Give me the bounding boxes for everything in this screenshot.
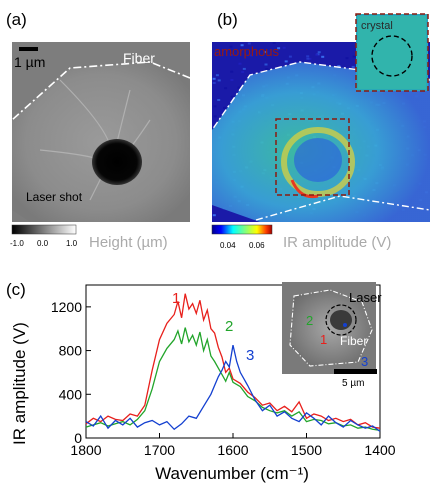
scalebar-a — [19, 47, 38, 51]
inset-laser-circle — [325, 304, 357, 336]
inset-scalebar-label: 5 µm — [342, 378, 364, 389]
inset-fiber-label: Fiber — [340, 334, 367, 348]
inset-point-1: 1 — [320, 332, 327, 347]
height-tick-2: 1.0 — [66, 239, 78, 248]
ir-tick-1: 0.06 — [249, 241, 265, 250]
height-tick-0: -1.0 — [10, 239, 24, 248]
y-axis: 0 400 800 1200 — [51, 299, 91, 446]
series-3-label: 3 — [246, 347, 254, 364]
inset-point-3 — [343, 323, 347, 327]
panel-c: (c) 0 400 800 1200 1800 1700 1600 1500 1400 IR … — [6, 280, 396, 483]
series-2-line — [85, 327, 381, 432]
y-tick-label: 400 — [59, 386, 83, 402]
x-tick-label: 1400 — [364, 442, 395, 458]
fiber-outline — [11, 61, 191, 121]
y-tick-label: 800 — [59, 343, 83, 359]
scalebar-a-label: 1 µm — [14, 54, 45, 70]
y-tick-label: 0 — [74, 430, 82, 446]
surface-texture — [39, 79, 151, 201]
laser-crater — [92, 139, 142, 185]
crystal-core — [294, 138, 342, 182]
crystal-ring — [281, 127, 355, 197]
x-axis-label: Wavenumber (cm⁻¹) — [155, 464, 309, 483]
ir-colorbar — [211, 224, 273, 235]
y-axis-label: IR amplitude (V) — [10, 322, 29, 445]
ir-colorbar-title: IR amplitude (V) — [283, 234, 391, 251]
inset-scalebar — [334, 369, 377, 374]
series-group — [85, 293, 381, 432]
x-tick-label: 1600 — [217, 442, 248, 458]
height-tick-1: 0.0 — [37, 239, 49, 248]
x-axis: 1800 1700 1600 1500 1400 — [70, 433, 396, 458]
series-3-line — [85, 344, 381, 432]
fiber-region — [12, 62, 190, 222]
series-2-label: 2 — [225, 318, 233, 335]
fiber-label: Fiber — [123, 50, 155, 66]
inset-point-2: 2 — [306, 313, 313, 328]
height-colorbar — [11, 224, 77, 235]
panel-c-label: (c) — [6, 280, 26, 299]
crystal-inset-circle — [371, 35, 413, 77]
zoom-box — [275, 118, 350, 196]
series-1-line — [85, 293, 381, 429]
crystal-inset-label: crystal — [361, 20, 393, 32]
panel-b-label: (b) — [217, 10, 238, 29]
inset-point-3-label: 3 — [361, 354, 368, 369]
amorphous-label: amorphous — [214, 44, 280, 59]
inset-crater — [330, 310, 352, 330]
panel-b: (b) amorphous crystal 0.04 0.06 IR ampli… — [211, 10, 431, 251]
x-tick-label: 1700 — [144, 442, 175, 458]
x-tick-label: 1800 — [70, 442, 101, 458]
inset-micrograph: Laser Fiber 1 2 3 5 µm — [282, 282, 382, 389]
panel-a-label: (a) — [6, 10, 27, 29]
height-colorbar-title: Height (µm) — [89, 234, 168, 251]
x-tick-label: 1500 — [291, 442, 322, 458]
crystal-inset-fill — [358, 16, 426, 89]
crystal-ring-hot — [290, 179, 319, 199]
series-1-label: 1 — [172, 290, 180, 307]
y-tick-label: 1200 — [51, 299, 82, 315]
panel-a: (a) 1 µm Fiber Laser shot -1.0 0.0 1.0 H… — [6, 10, 191, 251]
laser-shot-label: Laser shot — [26, 190, 83, 204]
inset-laser-label: Laser — [349, 290, 382, 305]
inset-fiber-outline — [289, 289, 373, 367]
ir-tick-0: 0.04 — [220, 241, 236, 250]
